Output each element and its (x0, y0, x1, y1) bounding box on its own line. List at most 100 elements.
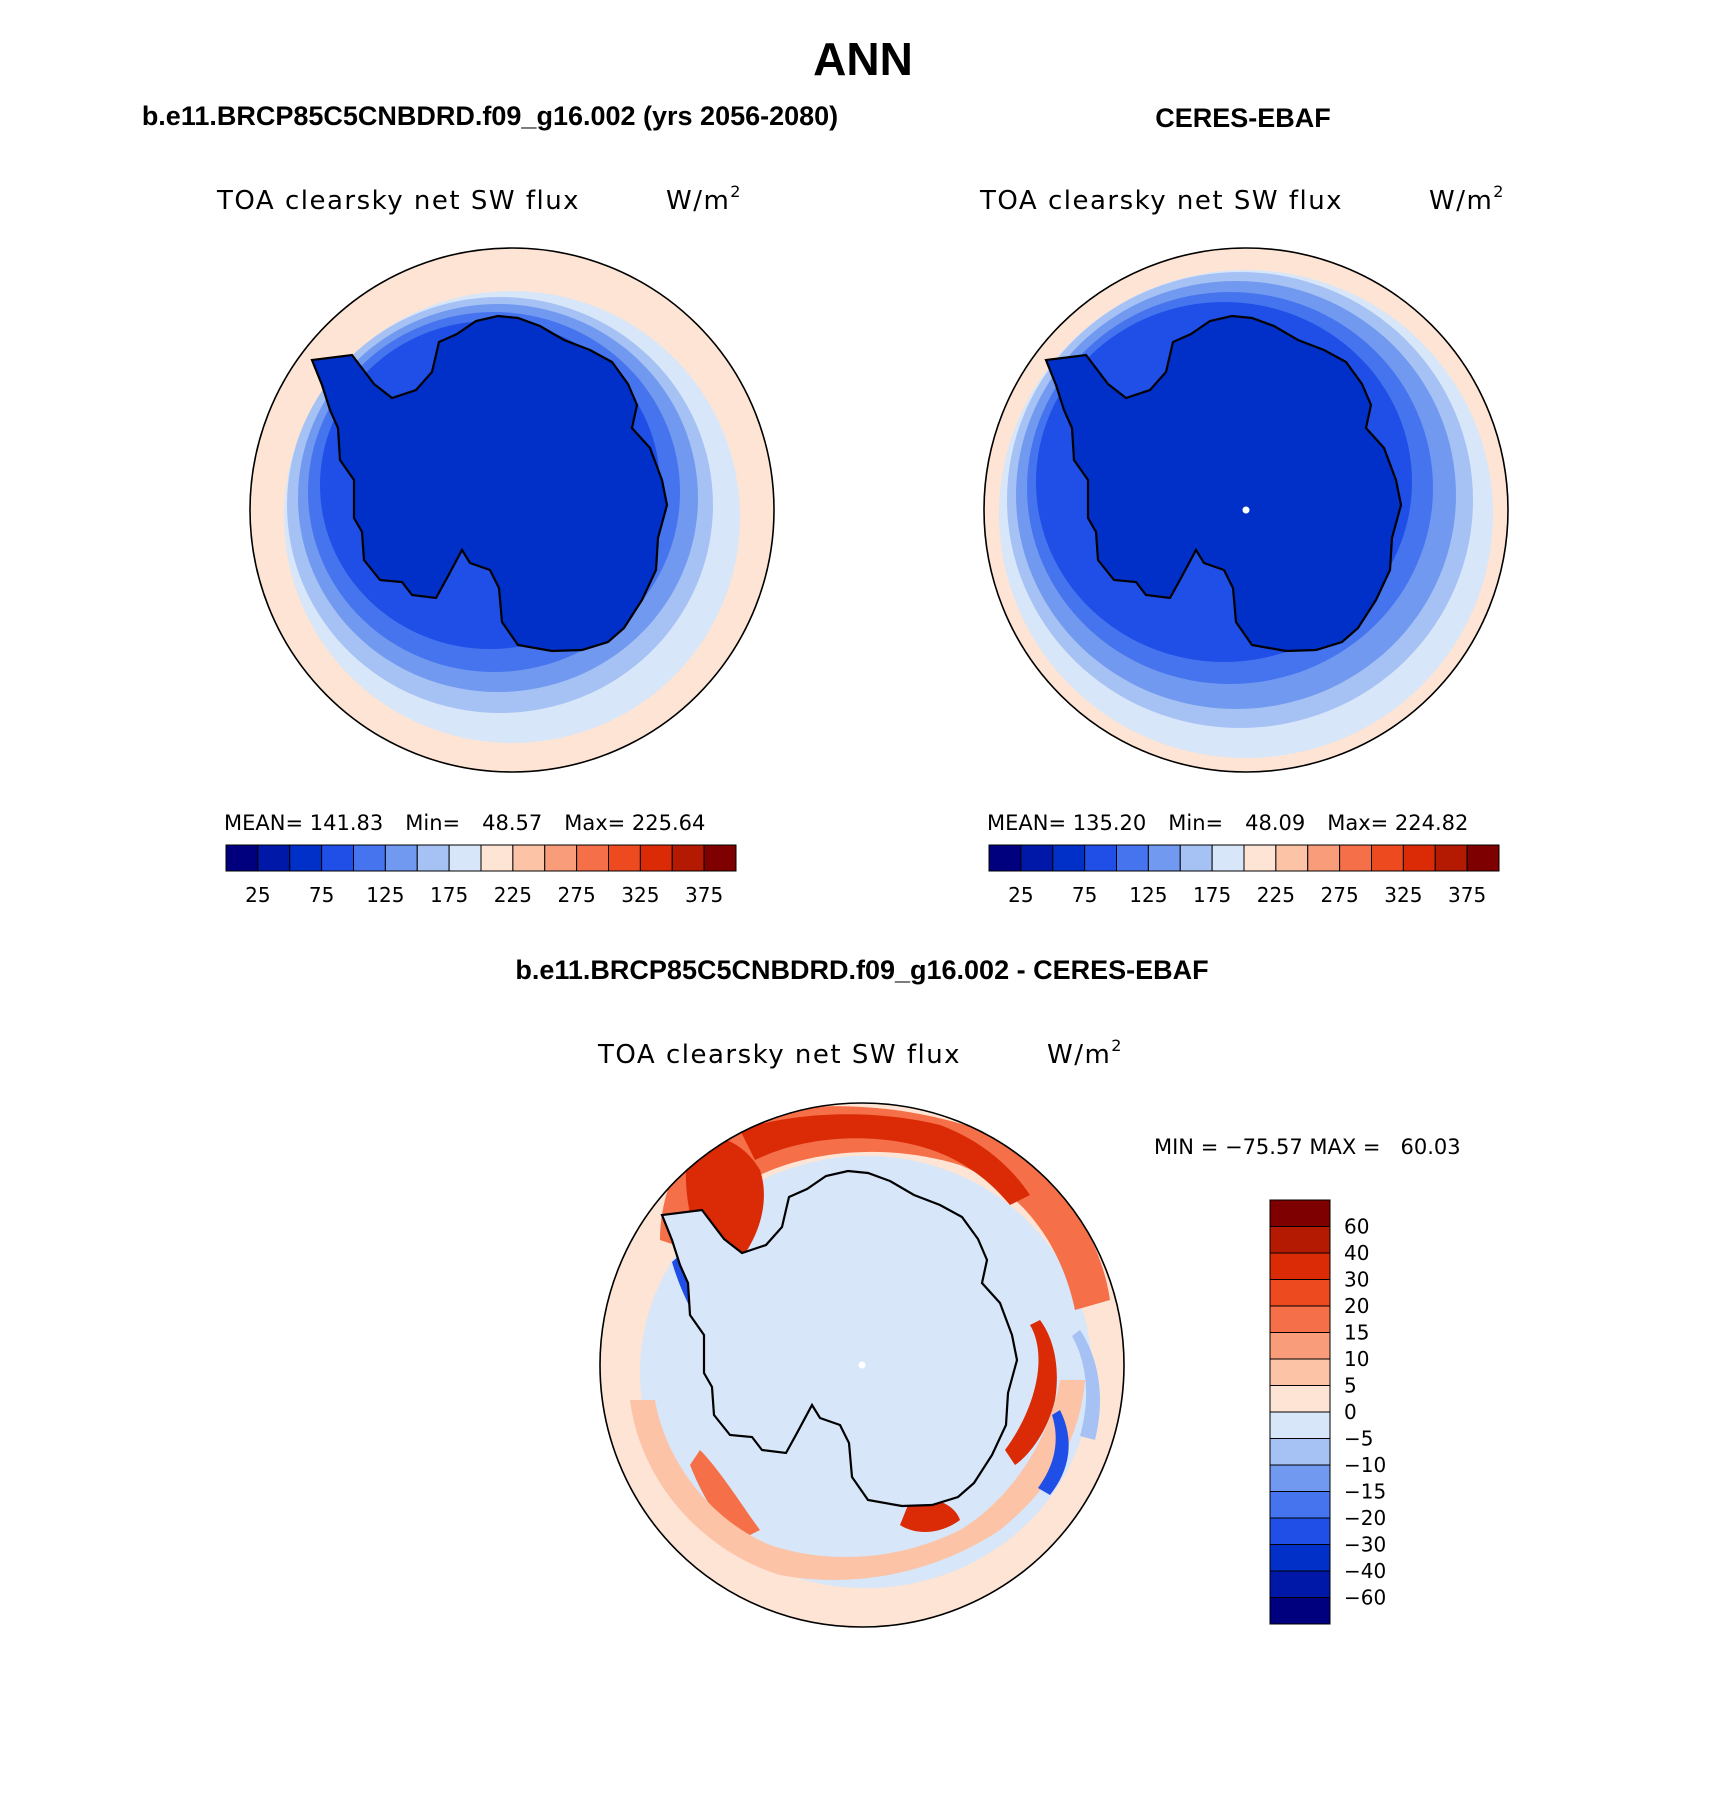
colorbar-box (416, 844, 450, 872)
stat-max-label: Max= (1327, 811, 1388, 835)
colorbar-box (512, 844, 546, 872)
panel-model-title: b.e11.BRCP85C5CNBDRD.f09_g16.002 (yrs 20… (142, 101, 838, 131)
colorbar-box (257, 844, 291, 872)
colorbar-box (1269, 1358, 1331, 1386)
colorbar-tick-label: −5 (1344, 1427, 1373, 1451)
map-model (250, 248, 774, 772)
panel-obs-stats: MEAN= 135.20 Min= 48.09 Max= 224.82 (987, 811, 1468, 835)
colorbar-box (448, 844, 482, 872)
colorbar-box (225, 844, 259, 872)
units-exponent: 2 (730, 182, 742, 201)
stat-min-value: 48.57 (482, 811, 542, 835)
colorbar-box (1269, 1517, 1331, 1545)
colorbar-box (1243, 844, 1277, 872)
main-title: ANN (813, 33, 913, 85)
colorbar-box (384, 844, 418, 872)
colorbar-box (1084, 844, 1117, 872)
colorbar-tick-label: −10 (1344, 1453, 1386, 1477)
colorbar-box (671, 844, 705, 872)
panel-diff-title: b.e11.BRCP85C5CNBDRD.f09_g16.002 - CERES… (515, 955, 1208, 985)
colorbar-box (1339, 844, 1372, 872)
colorbar-tick-label: 75 (309, 883, 334, 907)
colorbar-tick-label: −60 (1344, 1586, 1386, 1610)
field-positive-outer-ring (630, 1380, 1085, 1580)
colorbar-box (480, 844, 514, 872)
colorbar-tick-label: 0 (1344, 1400, 1357, 1424)
colorbar-tick-label: −30 (1344, 1533, 1386, 1557)
colorbar-box (1269, 1597, 1331, 1625)
colorbar-box (1269, 1199, 1331, 1227)
panel-diff-variable: TOA clearsky net SW flux (597, 1040, 961, 1070)
colorbar-box (1307, 844, 1341, 872)
colorbar-box (1269, 1464, 1331, 1492)
field-positive-south-coast (900, 1498, 960, 1532)
colorbar-tick-label: 125 (366, 883, 404, 907)
colorbar-box (353, 844, 386, 872)
map-model-boundary (249, 247, 775, 773)
map-diff-boundary (599, 1102, 1125, 1628)
colorbar-obs: 25 75 125 175 225 275 325 375 (988, 844, 1500, 907)
panel-model-units: W/m2 (666, 182, 742, 216)
units-exponent: 2 (1111, 1036, 1123, 1055)
colorbar-tick-label: 275 (558, 883, 596, 907)
field-positive-arc-north (660, 1106, 1110, 1310)
colorbar-tick-label: 325 (621, 883, 659, 907)
colorbar-box (1269, 1279, 1331, 1307)
stat-mean-value: 141.83 (310, 811, 383, 835)
colorbar-tick-label: −15 (1344, 1480, 1386, 1504)
colorbar-box (1116, 844, 1149, 872)
panel-obs-title: CERES-EBAF (1155, 103, 1331, 133)
colorbar-box (1179, 844, 1213, 872)
colorbar-model: 25 75 125 175 225 275 325 375 (225, 844, 737, 907)
colorbar-tick-label: 10 (1344, 1347, 1369, 1371)
colorbar-box (703, 844, 737, 872)
colorbar-tick-label: 20 (1344, 1294, 1369, 1318)
pole-missing-data (1242, 506, 1250, 514)
colorbar-box (1269, 1332, 1331, 1360)
stat-mean-label: MEAN= (224, 811, 303, 835)
colorbar-box (1269, 1252, 1331, 1280)
stat-min-label: Min= (405, 811, 460, 835)
colorbar-box (289, 844, 323, 872)
panel-obs-variable: TOA clearsky net SW flux (979, 186, 1343, 216)
field-positive-east-coast (1005, 1320, 1057, 1465)
units-base: W/m (1429, 186, 1493, 216)
stat-mean-value: 135.20 (1073, 811, 1146, 835)
colorbar-tick-label: 325 (1384, 883, 1422, 907)
stat-max-value: 225.64 (632, 811, 705, 835)
stat-min-label: Min= (1168, 811, 1223, 835)
map-obs (984, 248, 1508, 772)
colorbar-tick-label: 275 (1321, 883, 1359, 907)
colorbar-box (321, 844, 354, 872)
colorbar-box (1371, 844, 1404, 872)
colorbar-box (1269, 1438, 1331, 1466)
stat-mean-label: MEAN= (987, 811, 1066, 835)
panel-model-variable: TOA clearsky net SW flux (216, 186, 580, 216)
colorbar-tick-label: 175 (1193, 883, 1231, 907)
pole-missing-data (858, 1361, 866, 1369)
colorbar-box (1211, 844, 1245, 872)
stat-max-label: Max= (564, 811, 625, 835)
panel-diff-minmax: MIN = −75.57 MAX = 60.03 (1154, 1135, 1461, 1159)
panel-model-stats: MEAN= 141.83 Min= 48.57 Max= 225.64 (224, 811, 705, 835)
panel-obs-units: W/m2 (1429, 182, 1505, 216)
colorbar-box (1275, 844, 1309, 872)
colorbar-tick-label: 30 (1344, 1268, 1369, 1292)
colorbar-tick-label: 25 (245, 883, 270, 907)
units-base: W/m (666, 186, 730, 216)
colorbar-box (576, 844, 609, 872)
colorbar-box (1269, 1411, 1331, 1439)
colorbar-tick-label: −20 (1344, 1506, 1386, 1530)
colorbar-box (1402, 844, 1436, 872)
field-negative-east-light (1072, 1330, 1100, 1440)
panel-diff-units: W/m2 (1047, 1036, 1123, 1070)
colorbar-tick-label: 175 (430, 883, 468, 907)
colorbar-box (1052, 844, 1086, 872)
colorbar-tick-label: 225 (494, 883, 532, 907)
colorbar-tick-label: 40 (1344, 1241, 1369, 1265)
map-obs-boundary (983, 247, 1509, 773)
colorbar-tick-label: −40 (1344, 1559, 1386, 1583)
field-negative-east (1038, 1410, 1069, 1495)
colorbar-tick-label: 375 (1448, 883, 1486, 907)
colorbar-box (988, 844, 1022, 872)
